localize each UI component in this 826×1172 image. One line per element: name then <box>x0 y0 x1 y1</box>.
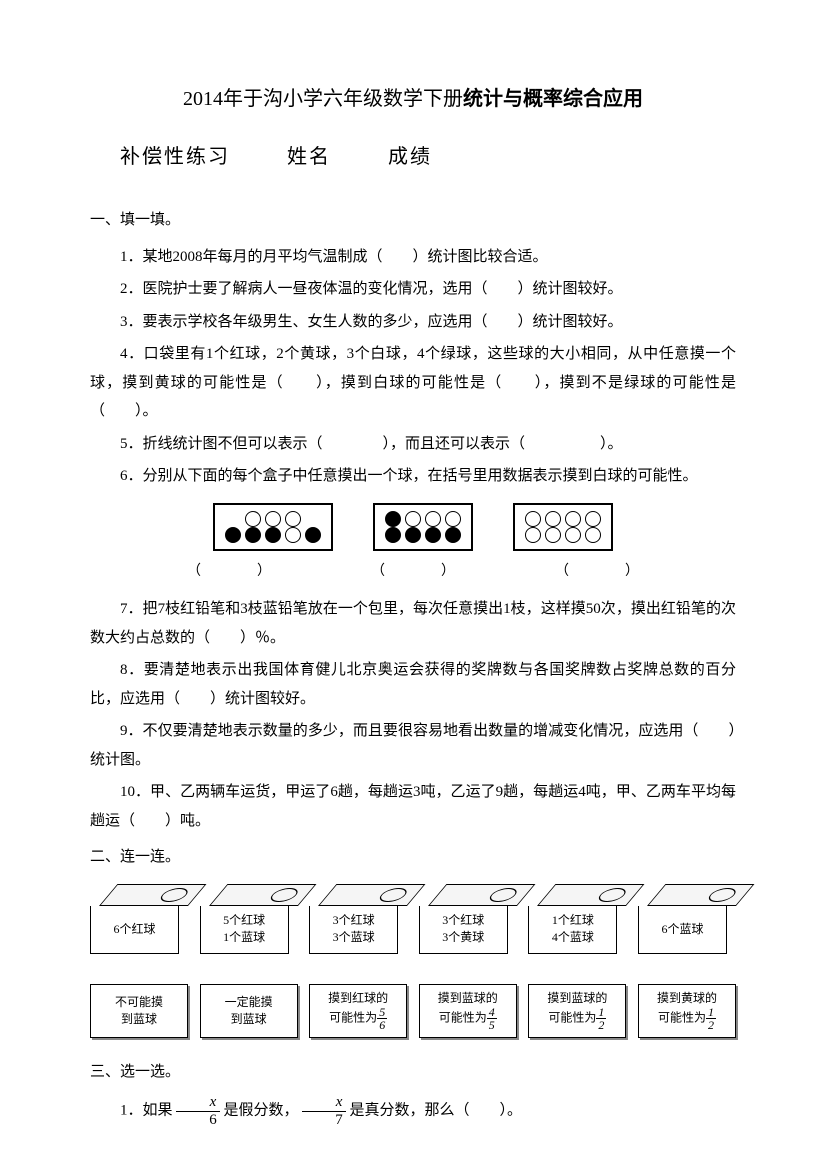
black-ball-icon <box>245 527 261 543</box>
cube-label: 6个蓝球 <box>638 906 727 954</box>
q1: 1．某地2008年每月的月平均气温制成（ ）统计图比较合适。 <box>90 243 736 272</box>
white-ball-icon <box>545 511 561 527</box>
cube-top-face <box>318 884 425 906</box>
white-ball-icon <box>285 527 301 543</box>
q4: 4．口袋里有1个红球，2个黄球，3个白球，4个绿球，这些球的大小相同，从中任意摸… <box>90 340 736 426</box>
s3-q1: 1．如果 x6 是假分数， x7 是真分数，那么（ ）。 <box>90 1094 736 1128</box>
worksheet-title: 2014年于沟小学六年级数学下册统计与概率综合应用 <box>90 80 736 118</box>
outcome-card: 摸到蓝球的可能性为12 <box>528 984 626 1038</box>
subtitle-score: 成绩 <box>388 146 432 168</box>
cube-top-face <box>537 884 644 906</box>
white-ball-icon <box>525 527 541 543</box>
fraction: 56 <box>377 1006 387 1031</box>
section-2-header: 二、连一连。 <box>90 843 736 872</box>
white-ball-icon <box>405 511 421 527</box>
outcome-card: 摸到红球的可能性为56 <box>309 984 407 1038</box>
answer-bracket: （ ） <box>371 559 455 586</box>
subtitle-name: 姓名 <box>287 146 331 168</box>
cube-box: 6个红球 <box>90 884 188 954</box>
black-ball-icon <box>425 527 441 543</box>
outcome-card: 摸到蓝球的可能性为45 <box>419 984 517 1038</box>
outcome-card: 摸到黄球的可能性为12 <box>638 984 736 1038</box>
white-ball-icon <box>585 511 601 527</box>
subtitle-practice: 补偿性练习 <box>120 146 230 168</box>
q5: 5．折线统计图不但可以表示（ ），而且还可以表示（ ）。 <box>90 430 736 459</box>
title-prefix: 2014年于沟小学六年级数学下册 <box>183 88 463 110</box>
cube-box: 5个红球1个蓝球 <box>200 884 298 954</box>
white-ball-icon <box>565 511 581 527</box>
cube-label: 1个红球4个蓝球 <box>528 906 617 954</box>
cube-box: 3个红球3个黄球 <box>419 884 517 954</box>
fraction-x-6: x6 <box>176 1094 220 1128</box>
outcome-card: 不可能摸到蓝球 <box>90 984 188 1038</box>
cards-row: 不可能摸到蓝球一定能摸到蓝球摸到红球的可能性为56摸到蓝球的可能性为45摸到蓝球… <box>90 984 736 1038</box>
cube-box: 1个红球4个蓝球 <box>528 884 626 954</box>
white-ball-icon <box>545 527 561 543</box>
q2: 2．医院护士要了解病人一昼夜体温的变化情况，选用（ ）统计图较好。 <box>90 275 736 304</box>
black-ball-icon <box>445 527 461 543</box>
cube-label: 6个红球 <box>90 906 179 954</box>
q9: 9．不仅要清楚地表示数量的多少，而且要很容易地看出数量的增减变化情况，应选用（ … <box>90 717 736 774</box>
q10: 10．甲、乙两辆车运货，甲运了6趟，每趟运3吨，乙运了9趟，每趟运4吨，甲、乙两… <box>90 778 736 835</box>
white-ball-icon <box>265 511 281 527</box>
fraction: 45 <box>487 1006 497 1031</box>
cube-top-face <box>209 884 316 906</box>
black-ball-icon <box>265 527 281 543</box>
white-ball-icon <box>585 527 601 543</box>
section-3-header: 三、选一选。 <box>90 1058 736 1087</box>
cube-top-face <box>428 884 535 906</box>
title-bold: 统计与概率综合应用 <box>463 88 643 110</box>
ball-box-3 <box>513 503 613 551</box>
section-1-header: 一、填一填。 <box>90 206 736 235</box>
answer-bracket: （ ） <box>187 559 271 586</box>
black-ball-icon <box>385 527 401 543</box>
cube-box: 3个红球3个蓝球 <box>309 884 407 954</box>
white-ball-icon <box>525 511 541 527</box>
cube-top-face <box>647 884 754 906</box>
s3-q1-a: 1．如果 <box>120 1103 173 1119</box>
q8: 8．要清楚地表示出我国体育健儿北京奥运会获得的奖牌数与各国奖牌数占奖牌总数的百分… <box>90 656 736 713</box>
ball-boxes-row <box>90 503 736 551</box>
q6: 6．分别从下面的每个盒子中任意摸出一个球，在括号里用数据表示摸到白球的可能性。 <box>90 462 736 491</box>
white-ball-icon <box>425 511 441 527</box>
s3-q1-c: 是真分数，那么（ ）。 <box>350 1103 523 1119</box>
q3: 3．要表示学校各年级男生、女生人数的多少，应选用（ ）统计图较好。 <box>90 308 736 337</box>
white-ball-icon <box>445 511 461 527</box>
fraction: 12 <box>706 1006 716 1031</box>
white-ball-icon <box>285 511 301 527</box>
s3-q1-b: 是假分数， <box>224 1103 299 1119</box>
fraction: 12 <box>596 1006 606 1031</box>
q7: 7．把7枝红铅笔和3枝蓝铅笔放在一个包里，每次任意摸出1枝，这样摸50次，摸出红… <box>90 595 736 652</box>
outcome-card: 一定能摸到蓝球 <box>200 984 298 1038</box>
cube-box: 6个蓝球 <box>638 884 736 954</box>
black-ball-icon <box>305 527 321 543</box>
cube-top-face <box>99 884 206 906</box>
answer-brackets-row: （ ） （ ） （ ） <box>90 559 736 586</box>
white-ball-icon <box>245 511 261 527</box>
cubes-row: 6个红球 5个红球1个蓝球 3个红球3个蓝球 3个红球3个黄球 1个红球4个蓝球 6个蓝球 <box>90 884 736 954</box>
fraction-x-7: x7 <box>302 1094 346 1128</box>
cube-label: 3个红球3个蓝球 <box>309 906 398 954</box>
subtitle-row: 补偿性练习 姓名 成绩 <box>120 138 736 176</box>
answer-bracket: （ ） <box>555 559 639 586</box>
ball-box-1 <box>213 503 333 551</box>
white-ball-icon <box>565 527 581 543</box>
black-ball-icon <box>225 527 241 543</box>
cube-label: 5个红球1个蓝球 <box>200 906 289 954</box>
cube-label: 3个红球3个黄球 <box>419 906 508 954</box>
black-ball-icon <box>385 511 401 527</box>
black-ball-icon <box>405 527 421 543</box>
ball-box-2 <box>373 503 473 551</box>
